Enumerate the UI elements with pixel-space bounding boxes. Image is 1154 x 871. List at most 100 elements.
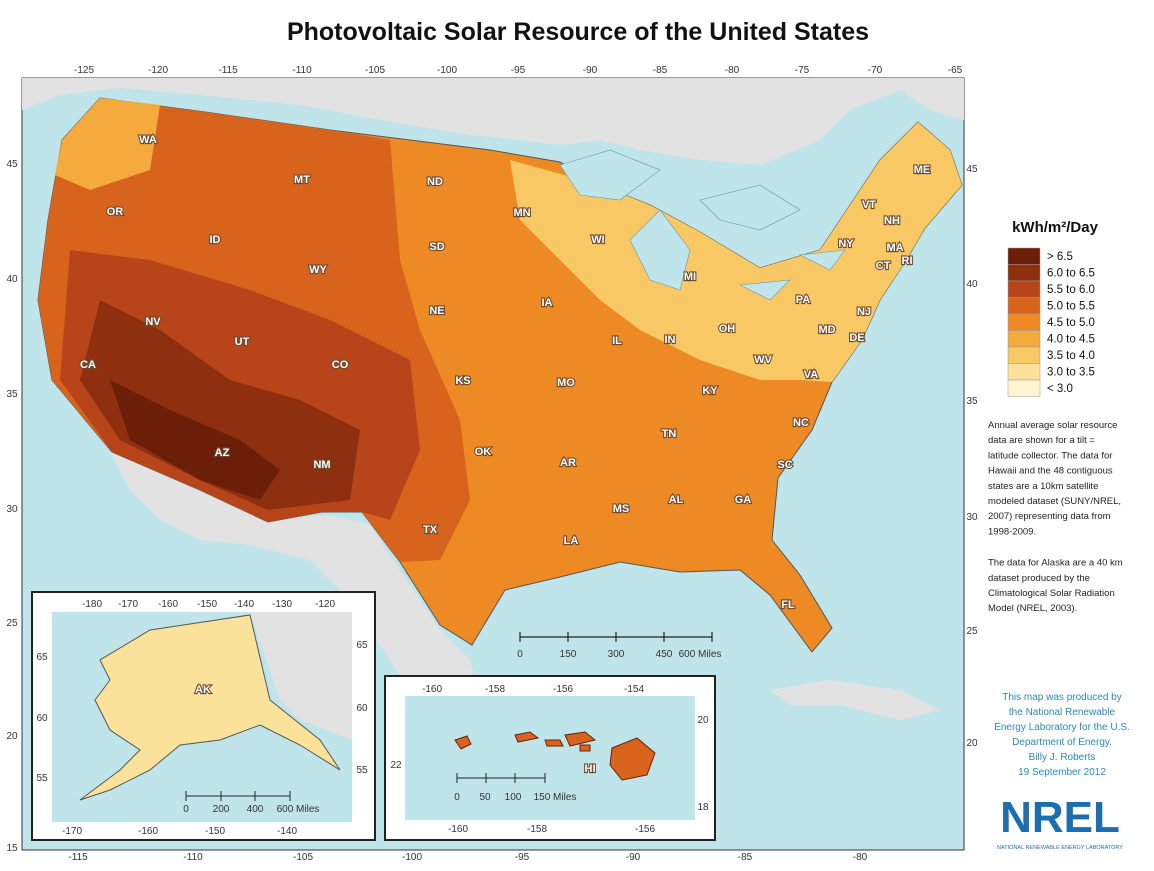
- state-label: NV: [145, 316, 161, 328]
- description: Annual average solar resource data are sh…: [988, 420, 1123, 614]
- state-label: ND: [427, 176, 443, 188]
- state-label: KY: [702, 385, 718, 397]
- state-label: OH: [719, 323, 736, 335]
- tick-label: 600 Miles: [277, 804, 320, 815]
- great-lakes: [559, 149, 846, 301]
- state-label: ID: [210, 234, 221, 246]
- description-line: latitude collector. The data for: [988, 450, 1112, 461]
- state-labels: WA OR CA NV ID MT WY UT CO AZ NM ND SD NE KS OK TX MN IA MO…: [79, 133, 931, 612]
- state-label: NH: [884, 215, 900, 227]
- tick-label: -105: [293, 852, 313, 863]
- scale-line: [456, 773, 546, 783]
- tick-label: 400: [247, 804, 264, 815]
- tick-label: 45: [966, 164, 978, 175]
- state-label: PA: [796, 294, 811, 306]
- tick-label: -65: [948, 65, 963, 76]
- tick-label: -85: [738, 852, 753, 863]
- state-label: HI: [585, 763, 596, 775]
- tick-label: 22: [390, 760, 402, 771]
- tick-label: -95: [511, 65, 526, 76]
- state-label: NE: [429, 305, 444, 317]
- tick-label: -115: [68, 852, 88, 863]
- canada: [22, 78, 964, 165]
- canada: [250, 612, 352, 740]
- state-label: DE: [849, 332, 864, 344]
- state-label: NJ: [857, 306, 871, 318]
- tick-label: 40: [966, 279, 978, 290]
- tick-label: -125: [74, 65, 94, 76]
- state-label: TX: [423, 524, 438, 536]
- tick-label: -170: [118, 599, 138, 610]
- tick-label: -170: [62, 826, 82, 837]
- state-label: ME: [914, 164, 931, 176]
- state-label: OR: [107, 206, 124, 218]
- legend-swatch: [1007, 363, 1041, 381]
- tick-label: 0: [183, 804, 189, 815]
- tick-label: -156: [553, 684, 573, 695]
- tick-label: 55: [356, 765, 368, 776]
- state-label: CO: [332, 359, 349, 371]
- state-label: KS: [455, 375, 470, 387]
- tick-label: -110: [183, 852, 203, 863]
- legend-swatch: [1007, 280, 1041, 298]
- legend-swatch: [1007, 247, 1041, 265]
- tick-label: 60: [356, 703, 368, 714]
- legend-label: 3.5 to 4.0: [1047, 350, 1095, 362]
- scale-bar: [185, 791, 291, 801]
- state-label: NY: [838, 238, 854, 250]
- state-label: MO: [557, 377, 575, 389]
- legend-label: 4.5 to 5.0: [1047, 317, 1095, 329]
- scale-line: [519, 632, 713, 642]
- zone-low: [510, 122, 962, 382]
- tick-label: 35: [6, 389, 18, 400]
- tick-label: -80: [853, 852, 868, 863]
- state-label: WY: [309, 264, 327, 276]
- tick-label: -100: [437, 65, 457, 76]
- tick-label: 20: [966, 738, 978, 749]
- tick-label: -100: [402, 852, 422, 863]
- description-line: The data for Alaska are a 40 km: [988, 558, 1123, 569]
- state-label: MA: [886, 242, 903, 254]
- tick-label: 65: [36, 652, 48, 663]
- state-label: TN: [662, 428, 677, 440]
- description-line: states are a 10km satellite: [988, 481, 1098, 492]
- legend-label: 5.0 to 5.5: [1047, 301, 1095, 313]
- state-label: IN: [665, 334, 676, 346]
- tick-label: 45: [6, 159, 18, 170]
- tick-label: 60: [36, 713, 48, 724]
- state-label: VT: [862, 199, 876, 211]
- tick-label: -140: [277, 826, 297, 837]
- credit-line: Energy Laboratory for the U.S.: [994, 722, 1130, 733]
- tick-label: -158: [485, 684, 505, 695]
- logo-subtitle: NATIONAL RENEWABLE ENERGY LABORATORY: [997, 845, 1123, 851]
- legend-label: 4.0 to 4.5: [1047, 334, 1095, 346]
- tick-label: -158: [527, 824, 547, 835]
- state-label: SD: [429, 241, 444, 253]
- tick-label: 30: [966, 512, 978, 523]
- zone-very-high: [80, 300, 360, 510]
- tick-label: 100: [505, 792, 522, 803]
- state-label: VA: [804, 369, 819, 381]
- legend-label: 3.0 to 3.5: [1047, 367, 1095, 379]
- state-label: MD: [818, 324, 835, 336]
- tick-label: 18: [697, 802, 709, 813]
- state-label: FL: [781, 599, 795, 611]
- tick-label: 450: [656, 649, 673, 660]
- tick-label: -85: [653, 65, 668, 76]
- legend-swatch: [1007, 297, 1041, 315]
- description-line: data are shown for a tilt =: [988, 435, 1095, 446]
- scale-bar: [456, 773, 546, 783]
- state-label: UT: [235, 336, 250, 348]
- tick-label: 35: [966, 396, 978, 407]
- credit-line: the National Renewable: [1009, 707, 1116, 718]
- tick-label: -160: [158, 599, 178, 610]
- state-label: AK: [195, 684, 211, 696]
- legend-swatch: [1007, 346, 1041, 364]
- tick-label: 150: [560, 649, 577, 660]
- tick-label: -105: [365, 65, 385, 76]
- legend-title: kWh/m²/Day: [1012, 219, 1099, 236]
- state-label: OK: [475, 446, 492, 458]
- tick-label: -90: [583, 65, 598, 76]
- credit-line: Department of Energy.: [1012, 737, 1112, 748]
